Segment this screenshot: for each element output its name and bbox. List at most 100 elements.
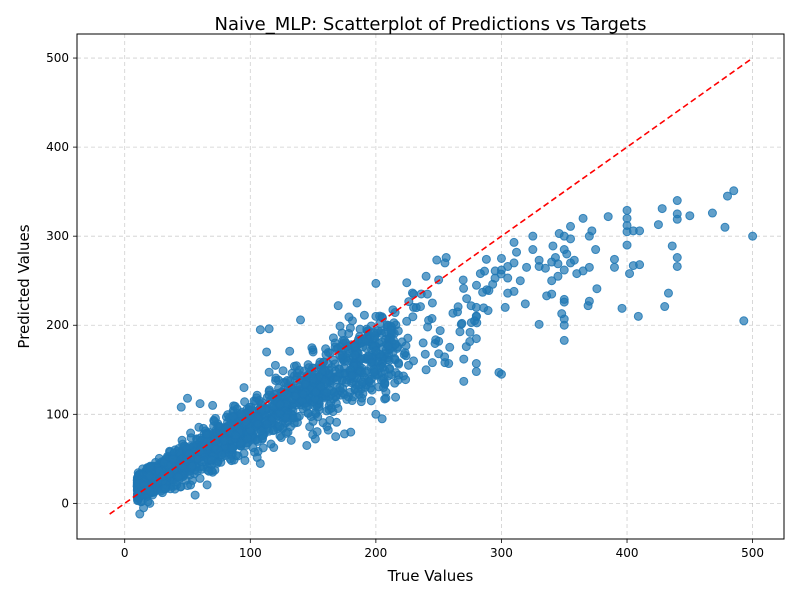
data-point bbox=[197, 464, 207, 474]
data-point bbox=[357, 377, 367, 387]
data-point bbox=[584, 231, 594, 241]
data-point bbox=[722, 191, 732, 201]
data-point bbox=[622, 227, 632, 237]
data-point bbox=[739, 316, 749, 326]
data-point bbox=[528, 245, 538, 255]
data-point bbox=[287, 368, 297, 378]
data-point bbox=[316, 382, 326, 392]
data-point bbox=[300, 379, 310, 389]
data-point bbox=[250, 447, 260, 457]
data-point bbox=[145, 486, 155, 496]
data-point bbox=[496, 269, 506, 279]
data-point bbox=[404, 360, 414, 370]
x-tick-label: 100 bbox=[239, 546, 262, 560]
data-point bbox=[408, 312, 418, 322]
data-point bbox=[471, 359, 481, 369]
data-point bbox=[264, 324, 274, 334]
data-point bbox=[424, 315, 434, 325]
data-point bbox=[291, 361, 301, 371]
data-point bbox=[338, 383, 348, 393]
data-point bbox=[377, 337, 387, 347]
data-point bbox=[326, 398, 336, 408]
data-point bbox=[459, 376, 469, 386]
data-point bbox=[308, 345, 318, 355]
data-point bbox=[542, 291, 552, 301]
data-point bbox=[311, 387, 321, 397]
data-point bbox=[393, 375, 403, 385]
data-point bbox=[285, 346, 295, 356]
data-point bbox=[547, 276, 557, 286]
data-point bbox=[663, 288, 673, 298]
y-tick-label: 500 bbox=[46, 51, 69, 65]
data-point bbox=[332, 375, 342, 385]
data-point bbox=[183, 393, 193, 403]
data-point bbox=[268, 426, 278, 436]
data-point bbox=[397, 337, 407, 347]
data-point bbox=[390, 354, 400, 364]
data-point bbox=[566, 258, 576, 268]
data-point bbox=[293, 380, 303, 390]
data-point bbox=[144, 471, 154, 481]
data-point bbox=[490, 273, 500, 283]
data-point bbox=[264, 367, 274, 377]
data-point bbox=[369, 367, 379, 377]
data-point bbox=[145, 462, 155, 472]
data-point bbox=[186, 428, 196, 438]
data-point bbox=[453, 302, 463, 312]
data-point bbox=[298, 389, 308, 399]
data-point bbox=[603, 212, 613, 222]
data-point bbox=[371, 346, 381, 356]
data-point bbox=[534, 319, 544, 329]
data-point bbox=[386, 325, 396, 335]
data-point bbox=[240, 455, 250, 465]
data-points bbox=[132, 186, 758, 519]
data-point bbox=[253, 436, 263, 446]
data-point bbox=[483, 306, 493, 316]
data-point bbox=[592, 284, 602, 294]
data-point bbox=[622, 240, 632, 250]
data-point bbox=[475, 269, 485, 279]
data-point bbox=[258, 443, 268, 453]
data-point bbox=[482, 285, 492, 295]
data-point bbox=[465, 337, 475, 347]
data-point bbox=[321, 350, 331, 360]
data-point bbox=[458, 275, 468, 285]
data-point bbox=[159, 458, 169, 468]
data-point bbox=[628, 261, 638, 271]
data-point bbox=[566, 221, 576, 231]
data-point bbox=[190, 490, 200, 500]
data-point bbox=[547, 257, 557, 267]
data-point bbox=[208, 400, 218, 410]
data-point bbox=[660, 302, 670, 312]
reference-line bbox=[109, 57, 754, 515]
y-tick-label: 0 bbox=[61, 496, 69, 510]
data-point bbox=[344, 312, 354, 322]
data-point bbox=[304, 363, 314, 373]
data-point bbox=[617, 303, 627, 313]
x-tick-label: 200 bbox=[364, 546, 387, 560]
data-point bbox=[509, 237, 519, 247]
x-tick-label: 500 bbox=[741, 546, 764, 560]
data-point bbox=[503, 273, 513, 283]
data-point bbox=[427, 298, 437, 308]
data-point bbox=[255, 458, 265, 468]
data-point bbox=[335, 321, 345, 331]
data-point bbox=[520, 299, 530, 309]
data-point bbox=[667, 241, 677, 251]
data-point bbox=[347, 370, 357, 380]
data-point bbox=[609, 262, 619, 272]
data-point bbox=[400, 348, 410, 358]
data-point bbox=[559, 245, 569, 255]
data-point bbox=[415, 302, 425, 312]
data-point bbox=[471, 367, 481, 377]
data-point bbox=[291, 391, 301, 401]
data-point bbox=[465, 327, 475, 337]
data-point bbox=[554, 229, 564, 239]
data-point bbox=[135, 509, 145, 519]
data-point bbox=[206, 455, 216, 465]
plot-frame bbox=[76, 33, 785, 540]
data-point bbox=[432, 255, 442, 265]
data-point bbox=[466, 301, 476, 311]
